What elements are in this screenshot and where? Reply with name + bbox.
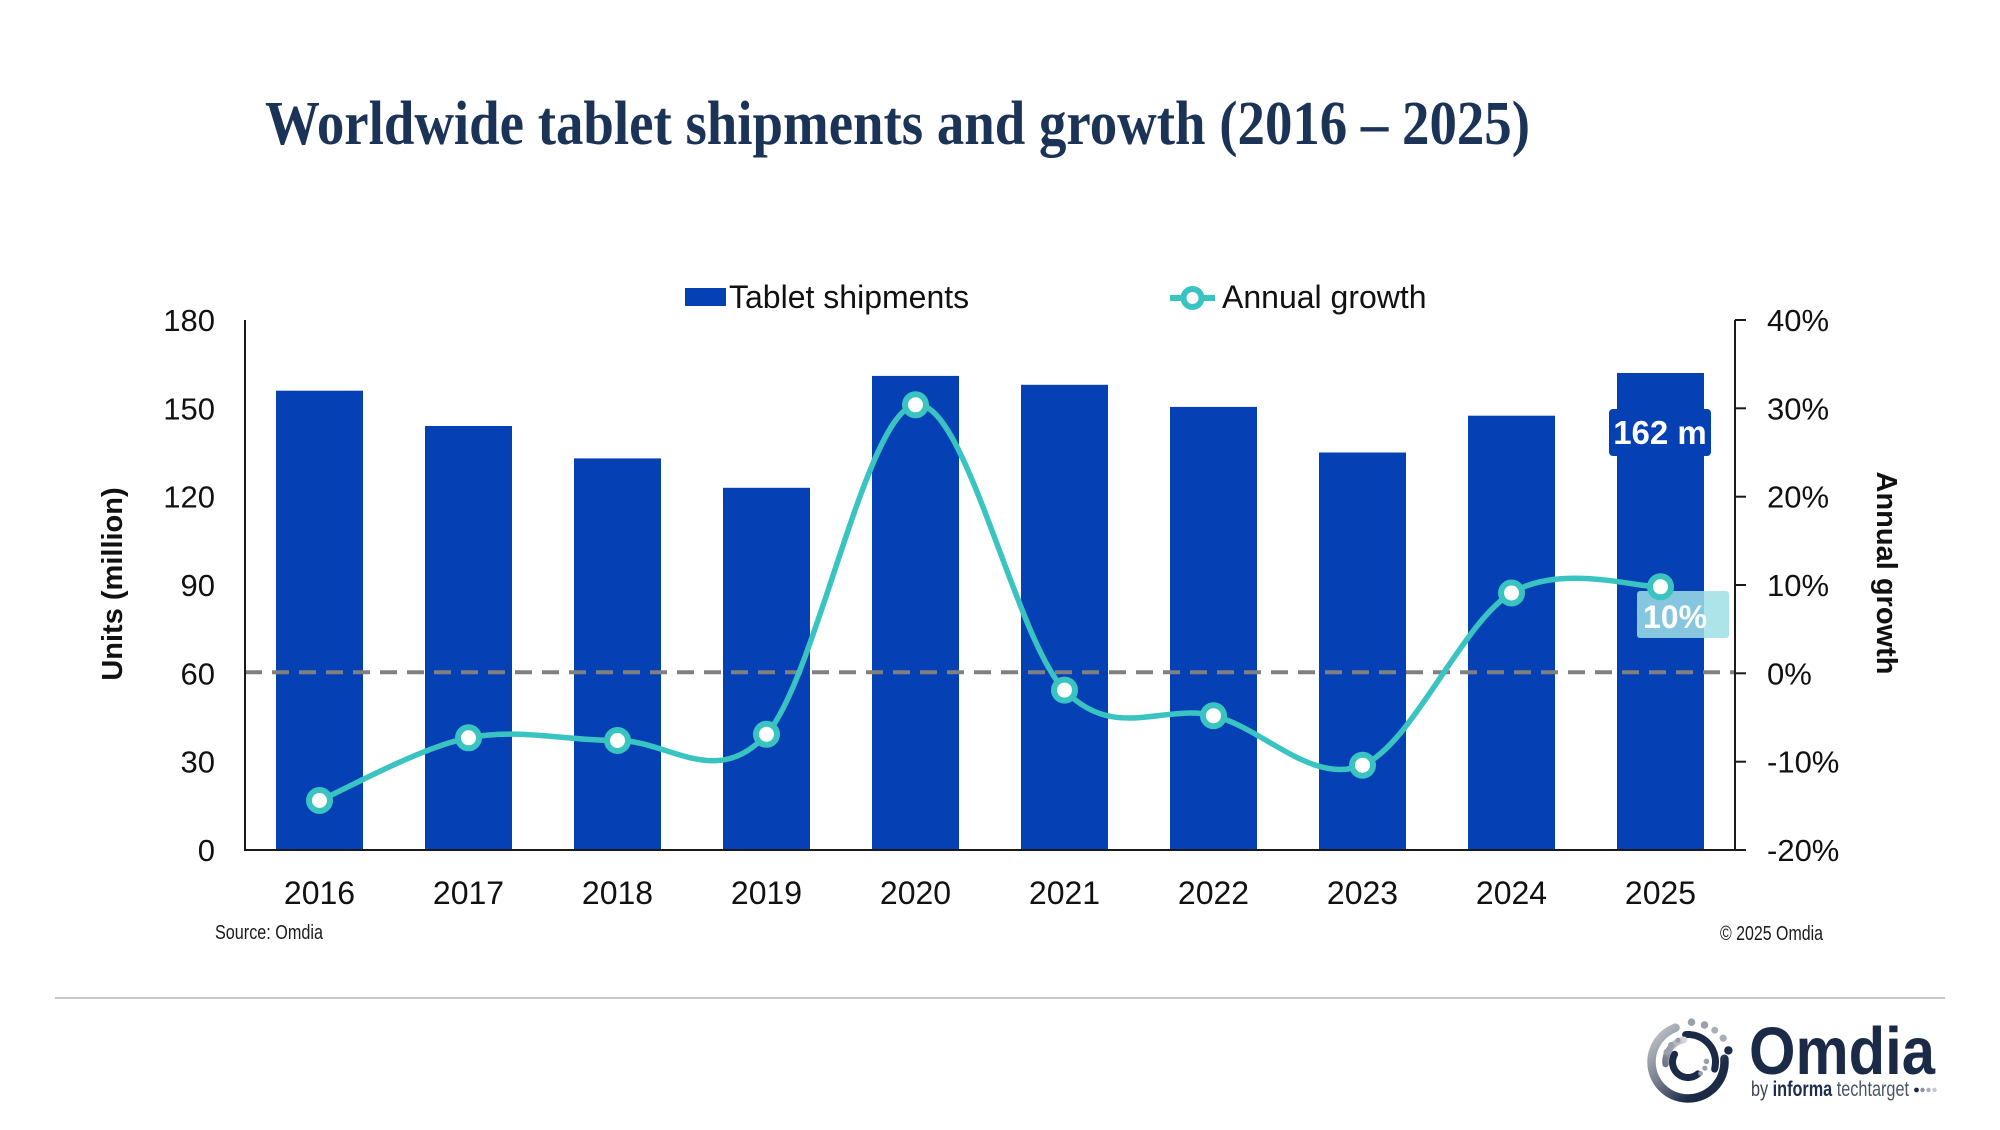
svg-text:Annual growth: Annual growth bbox=[1870, 472, 1902, 675]
svg-text:by informa techtarget: by informa techtarget bbox=[1751, 1078, 1909, 1101]
svg-text:© 2025 Omdia: © 2025 Omdia bbox=[1720, 923, 1824, 945]
svg-text:180: 180 bbox=[163, 303, 215, 338]
svg-text:2021: 2021 bbox=[1029, 875, 1100, 911]
svg-text:Source: Omdia: Source: Omdia bbox=[215, 922, 324, 944]
svg-text:Annual growth: Annual growth bbox=[1222, 279, 1427, 315]
svg-text:2024: 2024 bbox=[1476, 875, 1547, 911]
svg-text:40%: 40% bbox=[1767, 303, 1829, 338]
svg-text:2022: 2022 bbox=[1178, 875, 1249, 911]
svg-text:2025: 2025 bbox=[1625, 875, 1696, 911]
svg-text:2023: 2023 bbox=[1327, 875, 1398, 911]
svg-text:-10%: -10% bbox=[1767, 745, 1839, 780]
svg-text:0%: 0% bbox=[1767, 656, 1812, 691]
svg-text:30%: 30% bbox=[1767, 391, 1829, 426]
svg-text:Units (million): Units (million) bbox=[97, 487, 129, 680]
svg-text:60: 60 bbox=[181, 656, 215, 691]
svg-text:150: 150 bbox=[163, 391, 215, 426]
svg-text:10%: 10% bbox=[1767, 568, 1829, 603]
svg-text:30: 30 bbox=[181, 745, 215, 780]
svg-text:10%: 10% bbox=[1643, 599, 1707, 635]
svg-text:0: 0 bbox=[198, 833, 215, 868]
svg-text:2020: 2020 bbox=[880, 875, 951, 911]
svg-text:20%: 20% bbox=[1767, 480, 1829, 515]
svg-text:2017: 2017 bbox=[433, 875, 504, 911]
svg-text:Worldwide tablet shipments and: Worldwide tablet shipments and growth (2… bbox=[265, 90, 1530, 158]
svg-text:2019: 2019 bbox=[731, 875, 802, 911]
svg-text:90: 90 bbox=[181, 568, 215, 603]
svg-text:-20%: -20% bbox=[1767, 833, 1839, 868]
svg-text:Tablet shipments: Tablet shipments bbox=[729, 279, 969, 315]
svg-text:162 m: 162 m bbox=[1613, 414, 1707, 451]
svg-text:Omdia: Omdia bbox=[1749, 1014, 1936, 1089]
svg-text:2016: 2016 bbox=[284, 875, 355, 911]
svg-text:120: 120 bbox=[163, 480, 215, 515]
svg-text:2018: 2018 bbox=[582, 875, 653, 911]
